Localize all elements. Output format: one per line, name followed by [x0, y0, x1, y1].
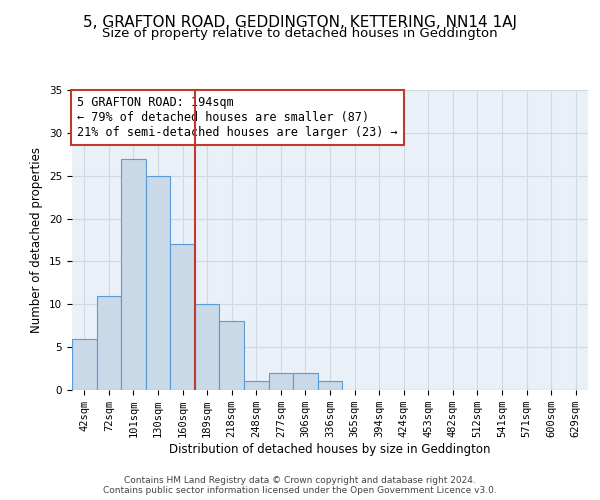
Y-axis label: Number of detached properties: Number of detached properties — [31, 147, 43, 333]
Bar — [97, 296, 121, 390]
Bar — [195, 304, 220, 390]
Bar — [318, 382, 342, 390]
Text: Distribution of detached houses by size in Geddington: Distribution of detached houses by size … — [169, 442, 491, 456]
Bar — [269, 373, 293, 390]
Text: 5, GRAFTON ROAD, GEDDINGTON, KETTERING, NN14 1AJ: 5, GRAFTON ROAD, GEDDINGTON, KETTERING, … — [83, 15, 517, 30]
Text: 5 GRAFTON ROAD: 194sqm
← 79% of detached houses are smaller (87)
21% of semi-det: 5 GRAFTON ROAD: 194sqm ← 79% of detached… — [77, 96, 398, 139]
Bar — [121, 158, 146, 390]
Bar — [170, 244, 195, 390]
Bar — [293, 373, 318, 390]
Text: Size of property relative to detached houses in Geddington: Size of property relative to detached ho… — [102, 28, 498, 40]
Text: Contains HM Land Registry data © Crown copyright and database right 2024.
Contai: Contains HM Land Registry data © Crown c… — [103, 476, 497, 495]
Bar — [72, 338, 97, 390]
Bar — [146, 176, 170, 390]
Bar — [220, 322, 244, 390]
Bar — [244, 382, 269, 390]
